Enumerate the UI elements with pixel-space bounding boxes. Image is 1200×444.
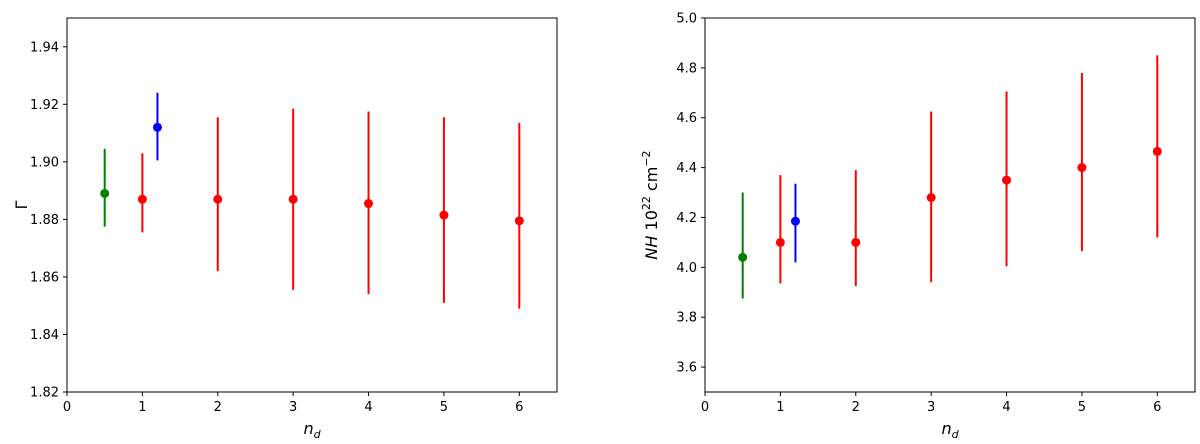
nh-panel: 0 1 2 3 4 5 6 3.6 3.8 4.0 4.2 4.4 4.6 4.8 5.0 nd NH 1022… [640, 12, 1196, 441]
data-point-0-0 [100, 188, 110, 198]
y-tick-label: 1.84 [30, 328, 59, 343]
y-axis-label: NH 1022 cm−2 [640, 150, 661, 259]
data-point-0-0 [738, 252, 748, 262]
x-tick-label: 3 [289, 400, 297, 415]
y-tick-label: 4.6 [676, 111, 697, 126]
gamma-panel: 0 1 2 3 4 5 6 1.82 1.84 1.86 1.88 1.90 1.92 1.94 nd Γ [12, 17, 558, 441]
data-point-2-5 [514, 216, 524, 226]
plot-frame [704, 17, 1196, 393]
x-tick-label: 2 [214, 400, 222, 415]
y-tick-label: 3.8 [676, 311, 697, 326]
x-tick-label: 1 [776, 400, 784, 415]
x-tick-label: 3 [927, 400, 935, 415]
y-tick-label: 4.8 [676, 61, 697, 76]
x-axis-label: nd [941, 419, 959, 441]
data-point-2-3 [364, 199, 374, 209]
y-tick-label: 1.90 [30, 155, 59, 170]
data-point-2-0 [137, 194, 147, 204]
x-tick-label: 6 [1153, 400, 1161, 415]
x-tick-label: 0 [63, 400, 71, 415]
plot-frame [66, 17, 558, 393]
x-tick-label: 4 [364, 400, 372, 415]
y-tick-label: 1.92 [30, 98, 59, 113]
y-tick-label: 4.4 [676, 161, 697, 176]
y-tick-label: 1.82 [30, 386, 59, 401]
y-tick-label: 4.0 [676, 261, 697, 276]
data-point-2-1 [851, 237, 861, 247]
y-tick-label: 5.0 [676, 12, 697, 27]
x-tick-label: 4 [1002, 400, 1010, 415]
y-axis-label: Γ [12, 200, 31, 209]
x-tick-label: 5 [1078, 400, 1086, 415]
data-point-2-3 [1002, 175, 1012, 185]
y-tick-label: 3.6 [676, 361, 697, 376]
x-axis-label: nd [303, 419, 321, 441]
data-point-2-2 [926, 193, 936, 203]
x-tick-label: 5 [440, 400, 448, 415]
x-tick-label: 6 [515, 400, 523, 415]
y-tick-label: 4.2 [676, 211, 697, 226]
y-tick-label: 1.94 [30, 40, 59, 55]
data-point-2-0 [775, 237, 785, 247]
data-point-2-4 [1077, 163, 1087, 173]
x-tick-label: 0 [701, 400, 709, 415]
x-tick-label: 1 [138, 400, 146, 415]
data-point-2-5 [1152, 146, 1162, 156]
x-tick-label: 2 [852, 400, 860, 415]
data-point-2-2 [288, 194, 298, 204]
data-point-2-1 [213, 194, 223, 204]
data-point-1-0 [152, 122, 162, 132]
y-tick-label: 1.86 [30, 270, 59, 285]
data-point-2-4 [439, 210, 449, 220]
y-tick-label: 1.88 [30, 213, 59, 228]
data-point-1-0 [790, 216, 800, 226]
